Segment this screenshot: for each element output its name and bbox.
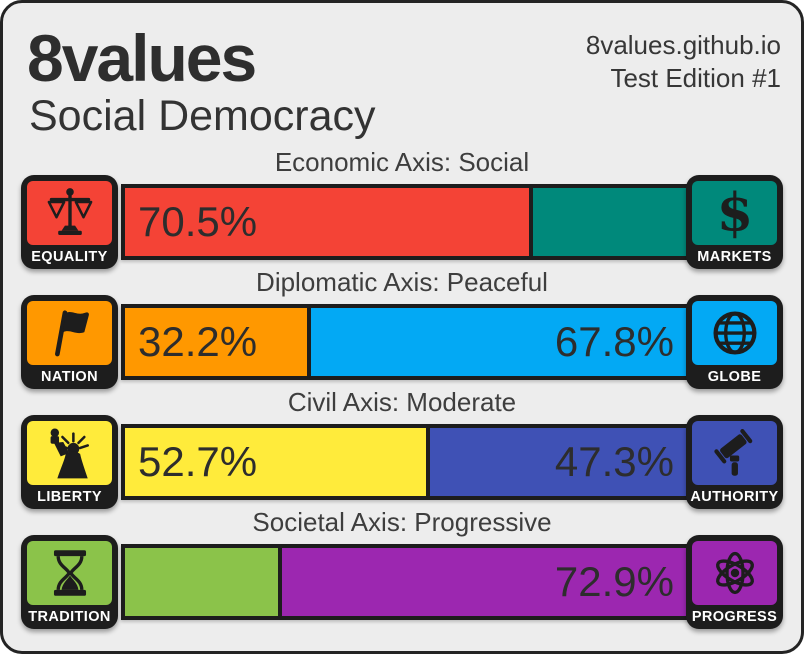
brand-title: 8values: [27, 21, 257, 95]
header-meta: 8values.github.io Test Edition #1: [586, 29, 781, 139]
axis-title: Economic Axis: Social: [274, 147, 530, 177]
axis-row: NATION 32.2% 67.8%: [3, 295, 801, 389]
tile-markets: $ MARKETS: [686, 175, 783, 269]
axis-section-societal: Societal Axis: Progressive TRADITION: [3, 509, 801, 629]
tile-label: LIBERTY: [37, 489, 102, 505]
right-percentage: 47.3%: [554, 438, 674, 485]
tile-label: MARKETS: [697, 249, 772, 265]
axes-list: Economic Axis: Social: [3, 149, 801, 629]
globe-icon: [712, 311, 757, 355]
edition-label: Test Edition #1: [610, 63, 781, 93]
bar-right-segment: 47.3%: [430, 428, 704, 496]
axis-title: Civil Axis: Moderate: [287, 387, 517, 417]
tile-liberty: LIBERTY: [21, 415, 118, 509]
tile-globe: GLOBE: [686, 295, 783, 389]
left-percentage: 32.2%: [138, 318, 258, 365]
right-percentage: 72.9%: [554, 558, 674, 605]
right-percentage: 67.8%: [554, 318, 674, 365]
tile-label: AUTHORITY: [690, 489, 779, 505]
bar-right-segment: 72.9%: [282, 548, 704, 616]
axis-row: EQUALITY 70.5% $ MARKET: [3, 175, 801, 269]
societal-bar: 72.9%: [121, 544, 708, 620]
site-url: 8values.github.io: [585, 30, 781, 60]
economic-bar: 70.5%: [121, 184, 708, 260]
svg-text:$: $: [716, 184, 752, 242]
atom-icon: [715, 551, 754, 595]
bar-left-segment: 52.7%: [125, 428, 431, 496]
diplomatic-bar: 32.2% 67.8%: [121, 304, 708, 380]
left-percentage: 52.7%: [138, 438, 258, 485]
bar-left-segment: 70.5%: [125, 188, 534, 256]
flag-icon: [54, 310, 89, 357]
header: 8values Social Democracy 8values.github.…: [27, 25, 781, 139]
axis-section-diplomatic: Diplomatic Axis: Peaceful NATION 32.2%: [3, 269, 801, 389]
tile-nation: NATION: [21, 295, 118, 389]
liberty-icon: [50, 428, 89, 479]
axis-section-economic: Economic Axis: Social: [3, 149, 801, 269]
left-percentage: 70.5%: [138, 198, 258, 245]
result-name: Social Democracy: [29, 92, 376, 140]
tile-tradition: TRADITION: [21, 535, 118, 629]
gavel-icon: [713, 429, 752, 476]
tile-label: NATION: [41, 369, 98, 385]
tile-label: GLOBE: [707, 369, 762, 385]
tile-equality: EQUALITY: [21, 175, 118, 269]
axis-title: Diplomatic Axis: Peaceful: [256, 267, 548, 297]
tile-label: TRADITION: [28, 609, 111, 625]
tile-label: PROGRESS: [691, 609, 778, 625]
tile-authority: AUTHORITY: [686, 415, 783, 509]
axis-section-civil: Civil Axis: Moderate: [3, 389, 801, 509]
header-left: 8values Social Democracy: [27, 25, 376, 139]
bar-right-segment: [533, 188, 704, 256]
civil-bar: 52.7% 47.3%: [121, 424, 708, 500]
tile-progress: PROGRESS: [686, 535, 783, 629]
hourglass-icon: [53, 550, 86, 596]
scales-icon: [47, 188, 92, 235]
axis-row: LIBERTY 52.7% 47.3%: [3, 415, 801, 509]
axis-row: TRADITION 72.9%: [3, 535, 801, 629]
bar-right-segment: 67.8%: [311, 308, 704, 376]
axis-title: Societal Axis: Progressive: [252, 507, 552, 537]
bar-left-segment: 32.2%: [125, 308, 312, 376]
dollar-icon: $: [716, 184, 752, 242]
tile-label: EQUALITY: [31, 249, 108, 265]
bar-left-segment: [125, 548, 282, 616]
